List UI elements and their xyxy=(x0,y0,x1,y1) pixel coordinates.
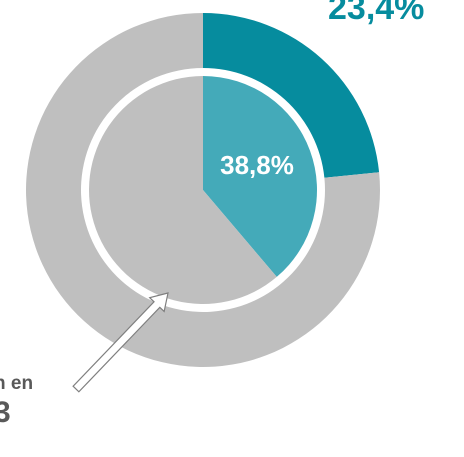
annotation: n en xyxy=(0,373,33,394)
annotation: 3 xyxy=(0,396,11,429)
outer-slice xyxy=(203,13,380,178)
inner-slice xyxy=(89,76,277,304)
outer-value-label: 23,4% xyxy=(328,0,424,27)
outer-slice xyxy=(25,13,381,367)
inner-value-label: 38,8% xyxy=(220,150,294,180)
inner-slice xyxy=(203,76,317,277)
arrow xyxy=(72,292,169,393)
